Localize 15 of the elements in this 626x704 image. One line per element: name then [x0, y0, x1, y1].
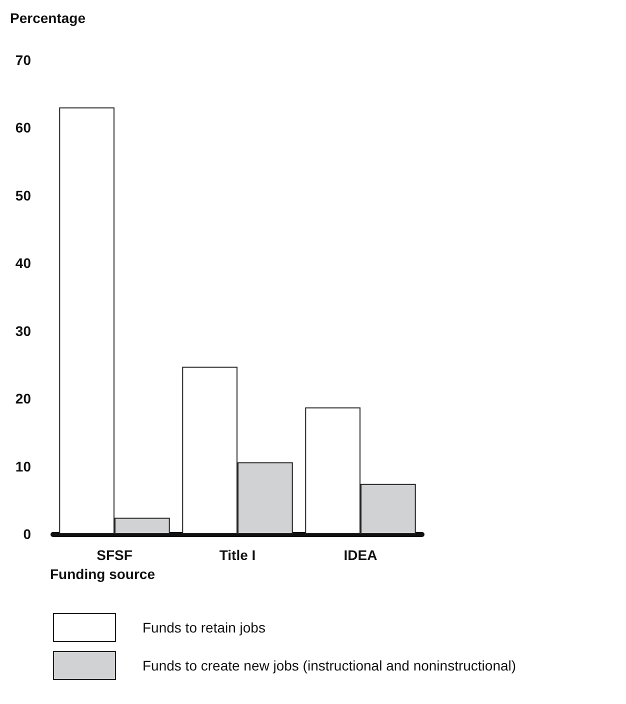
y-tick-label: 70: [15, 52, 32, 68]
legend-label: Funds to retain jobs: [142, 620, 266, 636]
y-tick-label: 10: [15, 458, 32, 474]
x-tick-label: IDEA: [344, 547, 378, 563]
y-axis-title: Percentage: [10, 10, 86, 26]
y-tick-label: 60: [15, 120, 32, 136]
x-tick-label: SFSF: [96, 547, 133, 563]
y-tick-label: 40: [15, 255, 32, 272]
y-tick-label: 50: [15, 187, 32, 204]
y-tick-label: 30: [15, 322, 32, 339]
y-tick-label: 0: [23, 526, 32, 542]
x-tick-label: Title I: [219, 547, 256, 563]
x-axis-title: Funding source: [50, 566, 156, 582]
legend-label: Funds to create new jobs (instructional and noninstructional): [142, 658, 516, 674]
y-tick-label: 20: [15, 390, 32, 407]
